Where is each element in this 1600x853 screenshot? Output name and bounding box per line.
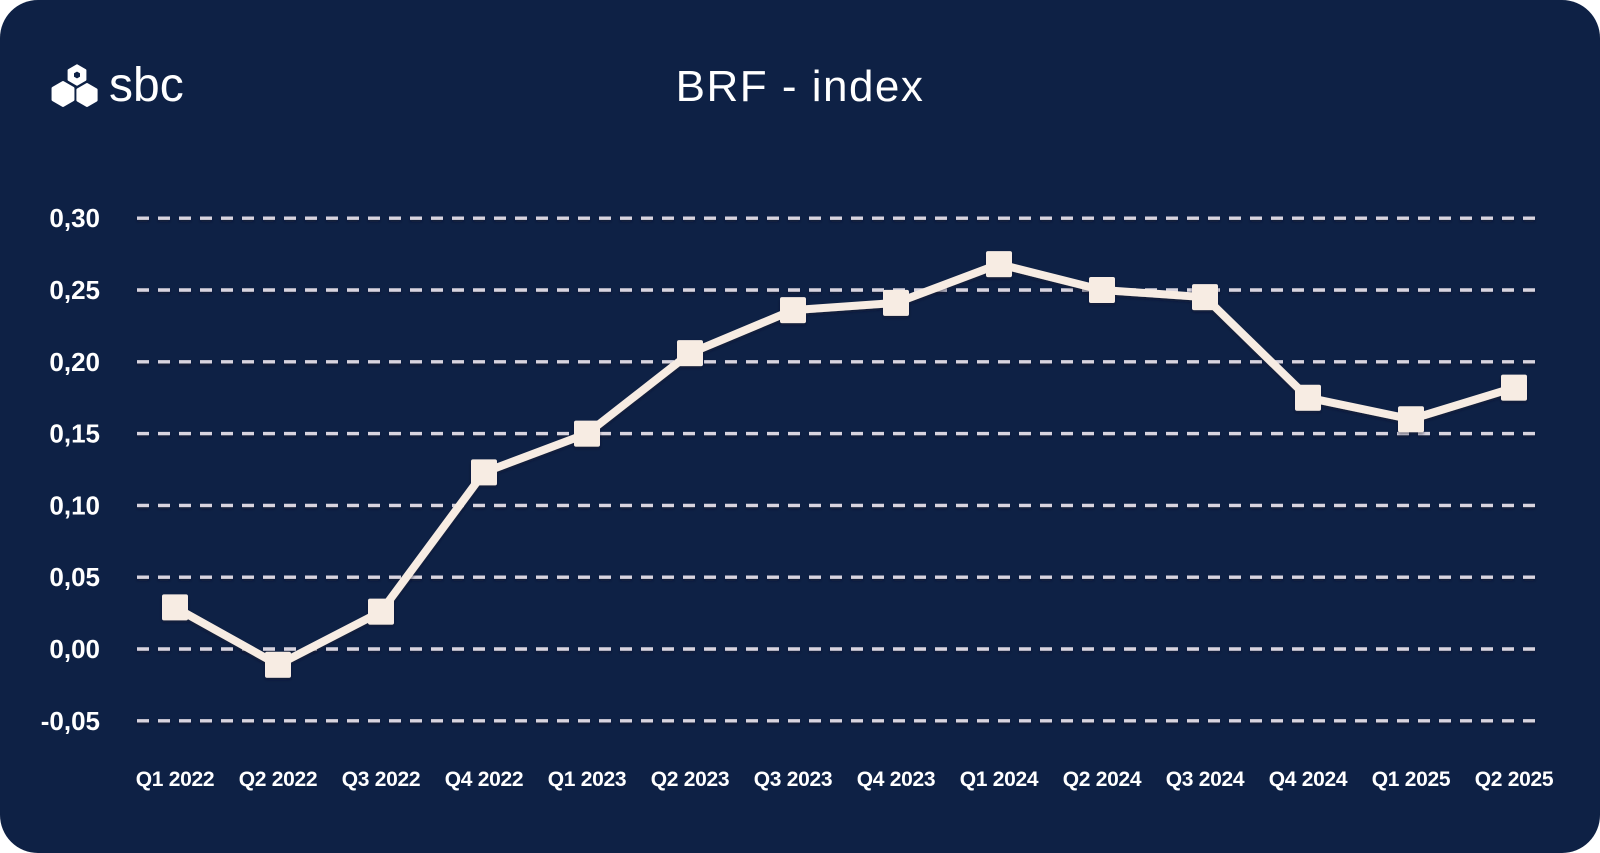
y-tick-label: 0,10 xyxy=(49,490,100,520)
y-axis-labels: 0,30 0,25 0,20 0,15 0,10 0,05 0,00 -0,05 xyxy=(41,203,100,736)
data-point-marker xyxy=(162,594,188,621)
y-tick-label: 0,25 xyxy=(49,275,100,305)
x-tick-label: Q4 2023 xyxy=(857,768,935,791)
data-point-marker xyxy=(1398,406,1424,433)
x-tick-label: Q3 2024 xyxy=(1166,768,1245,791)
x-tick-label: Q1 2024 xyxy=(960,768,1039,791)
y-tick-label: 0,15 xyxy=(49,419,100,449)
x-axis-labels: Q1 2022 Q2 2022 Q3 2022 Q4 2022 Q1 2023 Q2 20… xyxy=(136,768,1554,791)
data-point-marker xyxy=(1089,277,1115,303)
data-point-marker xyxy=(265,651,291,678)
x-tick-label: Q3 2023 xyxy=(754,768,832,791)
series-line xyxy=(171,260,1518,669)
x-tick-label: Q1 2023 xyxy=(548,768,626,791)
x-tick-label: Q2 2022 xyxy=(239,768,317,791)
x-tick-label: Q1 2025 xyxy=(1372,768,1451,791)
sbc-logo: sbc xyxy=(50,58,184,112)
y-tick-label: 0,30 xyxy=(49,203,100,233)
x-tick-label: Q3 2022 xyxy=(342,768,420,791)
y-tick-label: -0,05 xyxy=(41,706,100,736)
x-tick-label: Q1 2022 xyxy=(136,768,214,791)
x-tick-label: Q2 2025 xyxy=(1475,768,1554,791)
y-tick-label: 0,05 xyxy=(49,562,100,592)
data-point-marker xyxy=(986,251,1012,278)
sbc-hexagons-icon xyxy=(51,64,98,107)
gridlines xyxy=(137,216,1543,723)
x-tick-label: Q2 2023 xyxy=(651,768,729,791)
data-point-marker xyxy=(883,289,909,316)
series-brf-index xyxy=(162,251,1527,678)
data-point-marker xyxy=(677,340,703,367)
chart-title: BRF - index xyxy=(675,62,925,111)
y-tick-label: 0,00 xyxy=(49,634,100,664)
x-tick-label: Q4 2024 xyxy=(1269,768,1348,791)
data-point-marker xyxy=(574,420,600,447)
data-point-marker xyxy=(1295,384,1321,411)
x-tick-label: Q4 2022 xyxy=(445,768,523,791)
data-point-marker xyxy=(471,459,497,486)
data-point-marker xyxy=(780,297,806,324)
data-point-marker xyxy=(1501,374,1527,401)
y-tick-label: 0,20 xyxy=(49,347,100,377)
data-point-marker xyxy=(1192,284,1218,311)
x-tick-label: Q2 2024 xyxy=(1063,768,1142,791)
data-point-marker xyxy=(368,598,394,625)
sbc-logo-text: sbc xyxy=(109,59,184,112)
